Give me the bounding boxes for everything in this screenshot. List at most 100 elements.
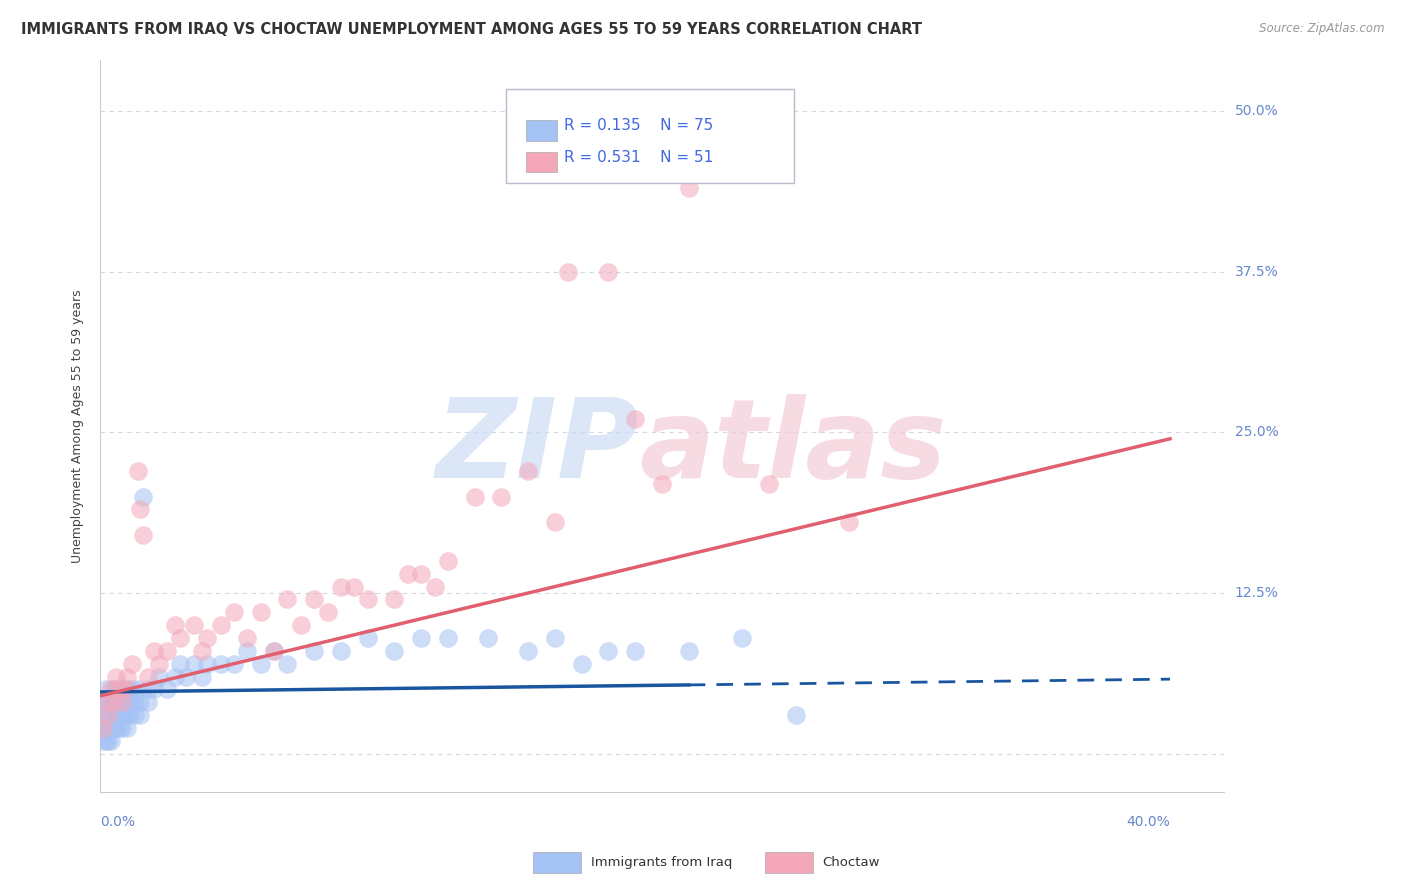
Point	[94, 708, 117, 723]
Point	[103, 721, 125, 735]
Point	[138, 682, 160, 697]
Point	[598, 644, 620, 658]
Point	[115, 682, 138, 697]
Point	[183, 657, 205, 671]
Point	[91, 734, 114, 748]
Point	[121, 695, 143, 709]
Point	[302, 592, 325, 607]
Point	[276, 657, 298, 671]
Point	[100, 734, 122, 748]
Point	[97, 708, 120, 723]
Point	[191, 669, 214, 683]
Point	[108, 682, 131, 697]
Point	[276, 592, 298, 607]
Point	[222, 657, 245, 671]
Point	[91, 721, 114, 735]
Point	[138, 695, 160, 709]
Point	[624, 644, 647, 658]
Point	[165, 669, 187, 683]
Point	[236, 644, 259, 658]
Point	[110, 721, 132, 735]
Point	[329, 644, 352, 658]
Point	[94, 682, 117, 697]
Text: R = 0.531    N = 51: R = 0.531 N = 51	[564, 151, 713, 165]
Text: ZIP: ZIP	[436, 394, 640, 501]
Point	[103, 682, 125, 697]
Point	[129, 502, 152, 516]
Point	[91, 695, 114, 709]
Point	[156, 644, 179, 658]
Point	[195, 657, 218, 671]
Point	[100, 695, 122, 709]
Point	[411, 566, 433, 581]
Point	[110, 695, 132, 709]
Point	[115, 669, 138, 683]
Text: 25.0%: 25.0%	[1234, 425, 1278, 440]
Text: atlas: atlas	[640, 394, 946, 501]
Point	[678, 181, 700, 195]
Point	[108, 721, 131, 735]
Point	[110, 695, 132, 709]
Text: 12.5%: 12.5%	[1234, 586, 1278, 600]
Point	[544, 516, 567, 530]
Point	[138, 669, 160, 683]
Point	[142, 644, 165, 658]
Point	[115, 721, 138, 735]
Point	[329, 580, 352, 594]
Point	[423, 580, 446, 594]
Point	[651, 476, 673, 491]
Point	[129, 708, 152, 723]
Point	[396, 566, 419, 581]
Text: Immigrants from Iraq: Immigrants from Iraq	[591, 856, 733, 869]
Point	[105, 708, 128, 723]
Point	[97, 708, 120, 723]
Point	[103, 708, 125, 723]
Point	[302, 644, 325, 658]
Point	[557, 265, 579, 279]
Point	[142, 682, 165, 697]
Point	[169, 631, 191, 645]
Point	[148, 657, 170, 671]
Point	[132, 528, 155, 542]
Point	[191, 644, 214, 658]
Text: Choctaw: Choctaw	[823, 856, 880, 869]
Point	[343, 580, 366, 594]
Point	[517, 464, 540, 478]
Point	[222, 605, 245, 619]
Point	[103, 695, 125, 709]
Point	[731, 631, 754, 645]
Point	[316, 605, 339, 619]
Y-axis label: Unemployment Among Ages 55 to 59 years: Unemployment Among Ages 55 to 59 years	[72, 289, 84, 563]
Point	[678, 644, 700, 658]
Point	[115, 708, 138, 723]
Point	[129, 695, 152, 709]
Point	[97, 734, 120, 748]
Point	[127, 682, 149, 697]
Point	[183, 618, 205, 632]
Point	[209, 618, 232, 632]
Point	[838, 516, 860, 530]
Point	[263, 644, 285, 658]
Point	[209, 657, 232, 671]
Text: 40.0%: 40.0%	[1126, 815, 1170, 830]
Point	[598, 265, 620, 279]
Point	[97, 695, 120, 709]
Text: 50.0%: 50.0%	[1234, 104, 1278, 118]
Point	[384, 592, 406, 607]
Text: R = 0.135    N = 75: R = 0.135 N = 75	[564, 119, 713, 133]
Point	[124, 708, 146, 723]
Point	[437, 631, 460, 645]
Point	[437, 554, 460, 568]
Text: 37.5%: 37.5%	[1234, 265, 1278, 278]
Text: Source: ZipAtlas.com: Source: ZipAtlas.com	[1260, 22, 1385, 36]
Point	[112, 708, 135, 723]
Point	[124, 695, 146, 709]
Point	[544, 631, 567, 645]
Point	[384, 644, 406, 658]
Point	[357, 592, 380, 607]
Point	[624, 412, 647, 426]
Point	[103, 695, 125, 709]
Point	[110, 708, 132, 723]
Text: 0.0%: 0.0%	[100, 815, 135, 830]
Point	[108, 708, 131, 723]
